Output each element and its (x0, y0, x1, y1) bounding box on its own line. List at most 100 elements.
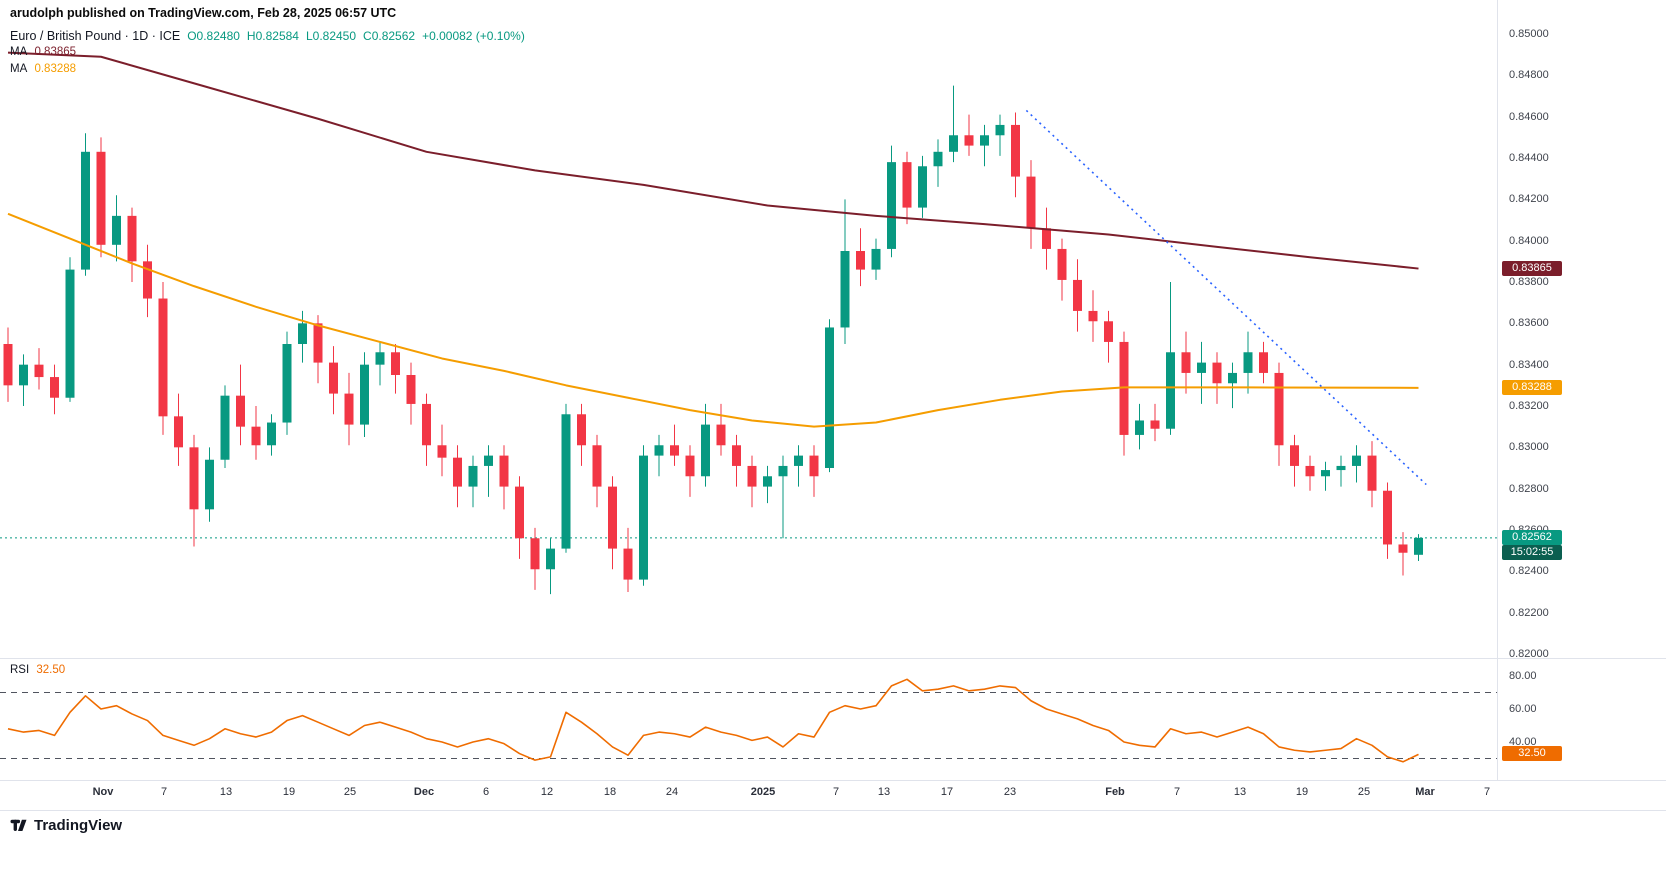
candle-body (1057, 248, 1067, 280)
candle-body (484, 455, 493, 466)
candle-body (887, 162, 896, 249)
candle-body (391, 352, 400, 375)
candle-body (1228, 372, 1237, 384)
candle-body (639, 455, 648, 580)
time-axis-label: 6 (482, 786, 490, 798)
price-axis-label: 0.84200 (1509, 193, 1549, 206)
candle-body (236, 395, 245, 427)
candle-body (344, 393, 354, 425)
time-axis-major-label: Dec (413, 786, 435, 798)
candle-body (1073, 279, 1082, 311)
candle-body (65, 269, 75, 398)
price-axis: 0.85000 0.84800 0.84600 0.84400 0.84200 0.840… (1497, 0, 1666, 780)
candle-body (654, 445, 664, 456)
candle-body (1042, 228, 1051, 249)
candle-body (96, 151, 106, 245)
pane-separator (0, 658, 1666, 659)
candle-body (267, 422, 276, 446)
candle-body (902, 162, 912, 208)
rsi-value: 32.50 (36, 664, 66, 676)
candle-body (623, 548, 633, 580)
rsi-axis-label: 80.00 (1509, 670, 1537, 682)
rsi-line (7, 678, 1419, 763)
candle-body (174, 416, 183, 448)
candle-body (546, 548, 555, 570)
time-axis-label: 13 (877, 786, 891, 798)
price-axis-label: 0.82000 (1509, 648, 1549, 660)
ma2-value: 0.83288 (34, 63, 77, 75)
candle-body (670, 445, 679, 456)
candle-body (158, 298, 168, 417)
candle-body (701, 424, 710, 477)
change-value: +0.00082 (+0.10%) (422, 29, 525, 43)
candle-body (747, 465, 757, 487)
candle-body (1135, 420, 1144, 435)
candle-body (608, 486, 617, 549)
time-axis-major-label: 2025 (750, 786, 776, 798)
candle-body (995, 124, 1005, 136)
countdown-badge: 15:02:55 (1502, 544, 1562, 560)
ma2-line (7, 212, 1419, 428)
candle-body (298, 323, 307, 344)
time-axis-major-label: Feb (1105, 786, 1125, 798)
rsi-label: RSI (10, 664, 30, 676)
time-axis-major-label: Mar (1415, 786, 1435, 798)
candle-body (1243, 352, 1253, 373)
rsi-axis-label: 60.00 (1509, 703, 1537, 715)
ma1-line (7, 51, 1419, 270)
time-axis-label: 7 (1483, 786, 1491, 798)
candle-body (3, 344, 13, 386)
time-axis-label: 13 (219, 786, 233, 798)
candle-body (716, 424, 726, 446)
price-axis-label: 0.84600 (1509, 110, 1549, 123)
time-axis-label: 24 (665, 786, 679, 798)
time-axis-label: 25 (1357, 786, 1371, 798)
price-axis-label: 0.83000 (1509, 441, 1549, 454)
symbol-legend-row: Euro / British Pound · 1D · ICE O0.82480… (10, 29, 525, 43)
candle-body (1383, 490, 1392, 545)
candle-body (19, 364, 28, 386)
candle-body (980, 135, 989, 146)
chart-legend: Euro / British Pound · 1D · ICE O0.82480… (10, 29, 525, 77)
candle-body (1352, 455, 1361, 466)
time-axis-label: 13 (1233, 786, 1247, 798)
candle-body (468, 465, 478, 487)
price-axis-label: 0.83200 (1509, 400, 1549, 412)
candle-body (685, 455, 695, 477)
candle-body (313, 323, 323, 363)
trendline (1025, 109, 1427, 486)
candle-body (592, 445, 602, 487)
candle-body (1321, 470, 1330, 477)
candle-body (1011, 124, 1020, 177)
ma1-label: MA (10, 46, 28, 58)
footer: TradingView (10, 817, 122, 834)
price-axis-label: 0.82200 (1509, 606, 1549, 619)
candle-body (34, 364, 44, 378)
tradingview-logo-icon[interactable] (10, 817, 27, 834)
price-axis-label: 0.84400 (1509, 152, 1549, 164)
candle-body (1119, 341, 1129, 435)
time-axis-label: 19 (282, 786, 296, 798)
candle-body (763, 476, 772, 487)
candle-body (282, 344, 292, 423)
candle-body (437, 445, 447, 458)
footer-separator (0, 810, 1666, 811)
candle-body (1367, 455, 1377, 491)
time-axis-label: 7 (160, 786, 168, 798)
time-axis-label: 7 (832, 786, 840, 798)
candle-body (1150, 420, 1160, 429)
candle-body (933, 151, 943, 167)
time-axis-separator (0, 780, 1666, 781)
close-value: C0.82562 (363, 29, 416, 43)
open-value: O0.82480 (187, 29, 240, 43)
candle-body (499, 455, 509, 487)
time-axis: Nov 7 13 19 25 Dec 6 12 18 24 2025 7 13 17 23 Feb 7 13 19 2… (0, 782, 1666, 808)
candle-body (1259, 352, 1268, 373)
candle-body (189, 447, 199, 510)
candle-body (561, 414, 571, 549)
time-axis-major-label: Nov (92, 786, 114, 798)
candle-body (794, 455, 803, 466)
candle-body (112, 215, 121, 245)
candle-body (732, 445, 741, 466)
candle-body (360, 364, 369, 425)
